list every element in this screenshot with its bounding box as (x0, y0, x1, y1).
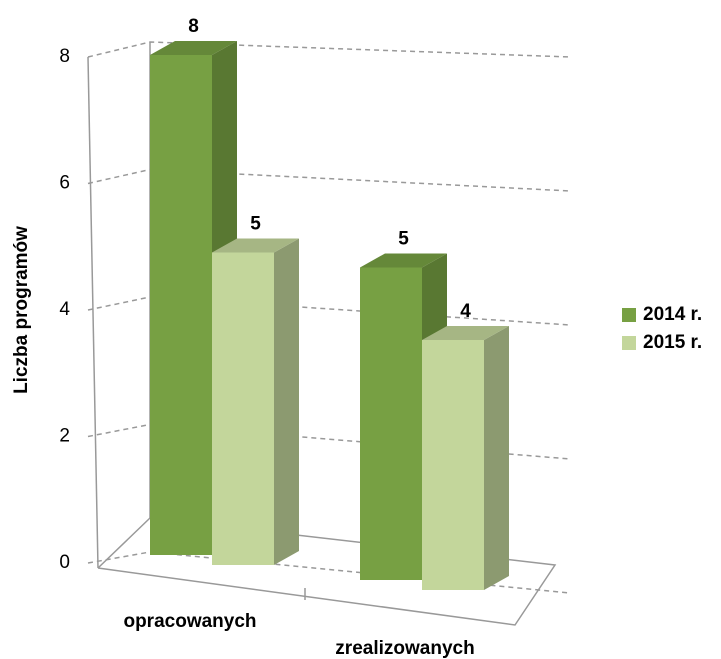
y-tick-label: 8 (59, 46, 70, 67)
legend-swatch (622, 308, 636, 322)
bar-top (422, 326, 509, 340)
y-axis-line (87, 56, 99, 569)
bar-front (422, 340, 484, 590)
bar-front (150, 55, 212, 555)
bar (212, 238, 299, 565)
grid-line (87, 41, 571, 58)
y-tick-label: 4 (59, 299, 70, 320)
legend-label: 2015 r. (643, 332, 702, 353)
data-label: 5 (398, 229, 409, 250)
bar-top (212, 238, 299, 253)
bar-top (150, 41, 237, 55)
legend-label: 2014 r. (643, 304, 702, 325)
floor (97, 517, 557, 626)
bar-front (360, 267, 422, 580)
bar-side (274, 238, 299, 565)
x-tick-label: opracowanych (123, 611, 256, 632)
y-axis-label: Liczba programów (11, 226, 32, 394)
data-label: 5 (250, 214, 261, 235)
y-tick-label: 2 (59, 426, 70, 447)
bar (422, 326, 509, 590)
legend-swatch (622, 336, 636, 350)
data-label: 4 (460, 301, 471, 322)
bar-side (484, 326, 509, 590)
bar-front (212, 252, 274, 565)
y-tick-label: 6 (59, 173, 70, 194)
y-tick-label: 0 (59, 552, 70, 573)
x-tick-label: zrealizowanych (335, 638, 474, 659)
data-label: 8 (188, 16, 199, 37)
bar-top (360, 253, 447, 268)
